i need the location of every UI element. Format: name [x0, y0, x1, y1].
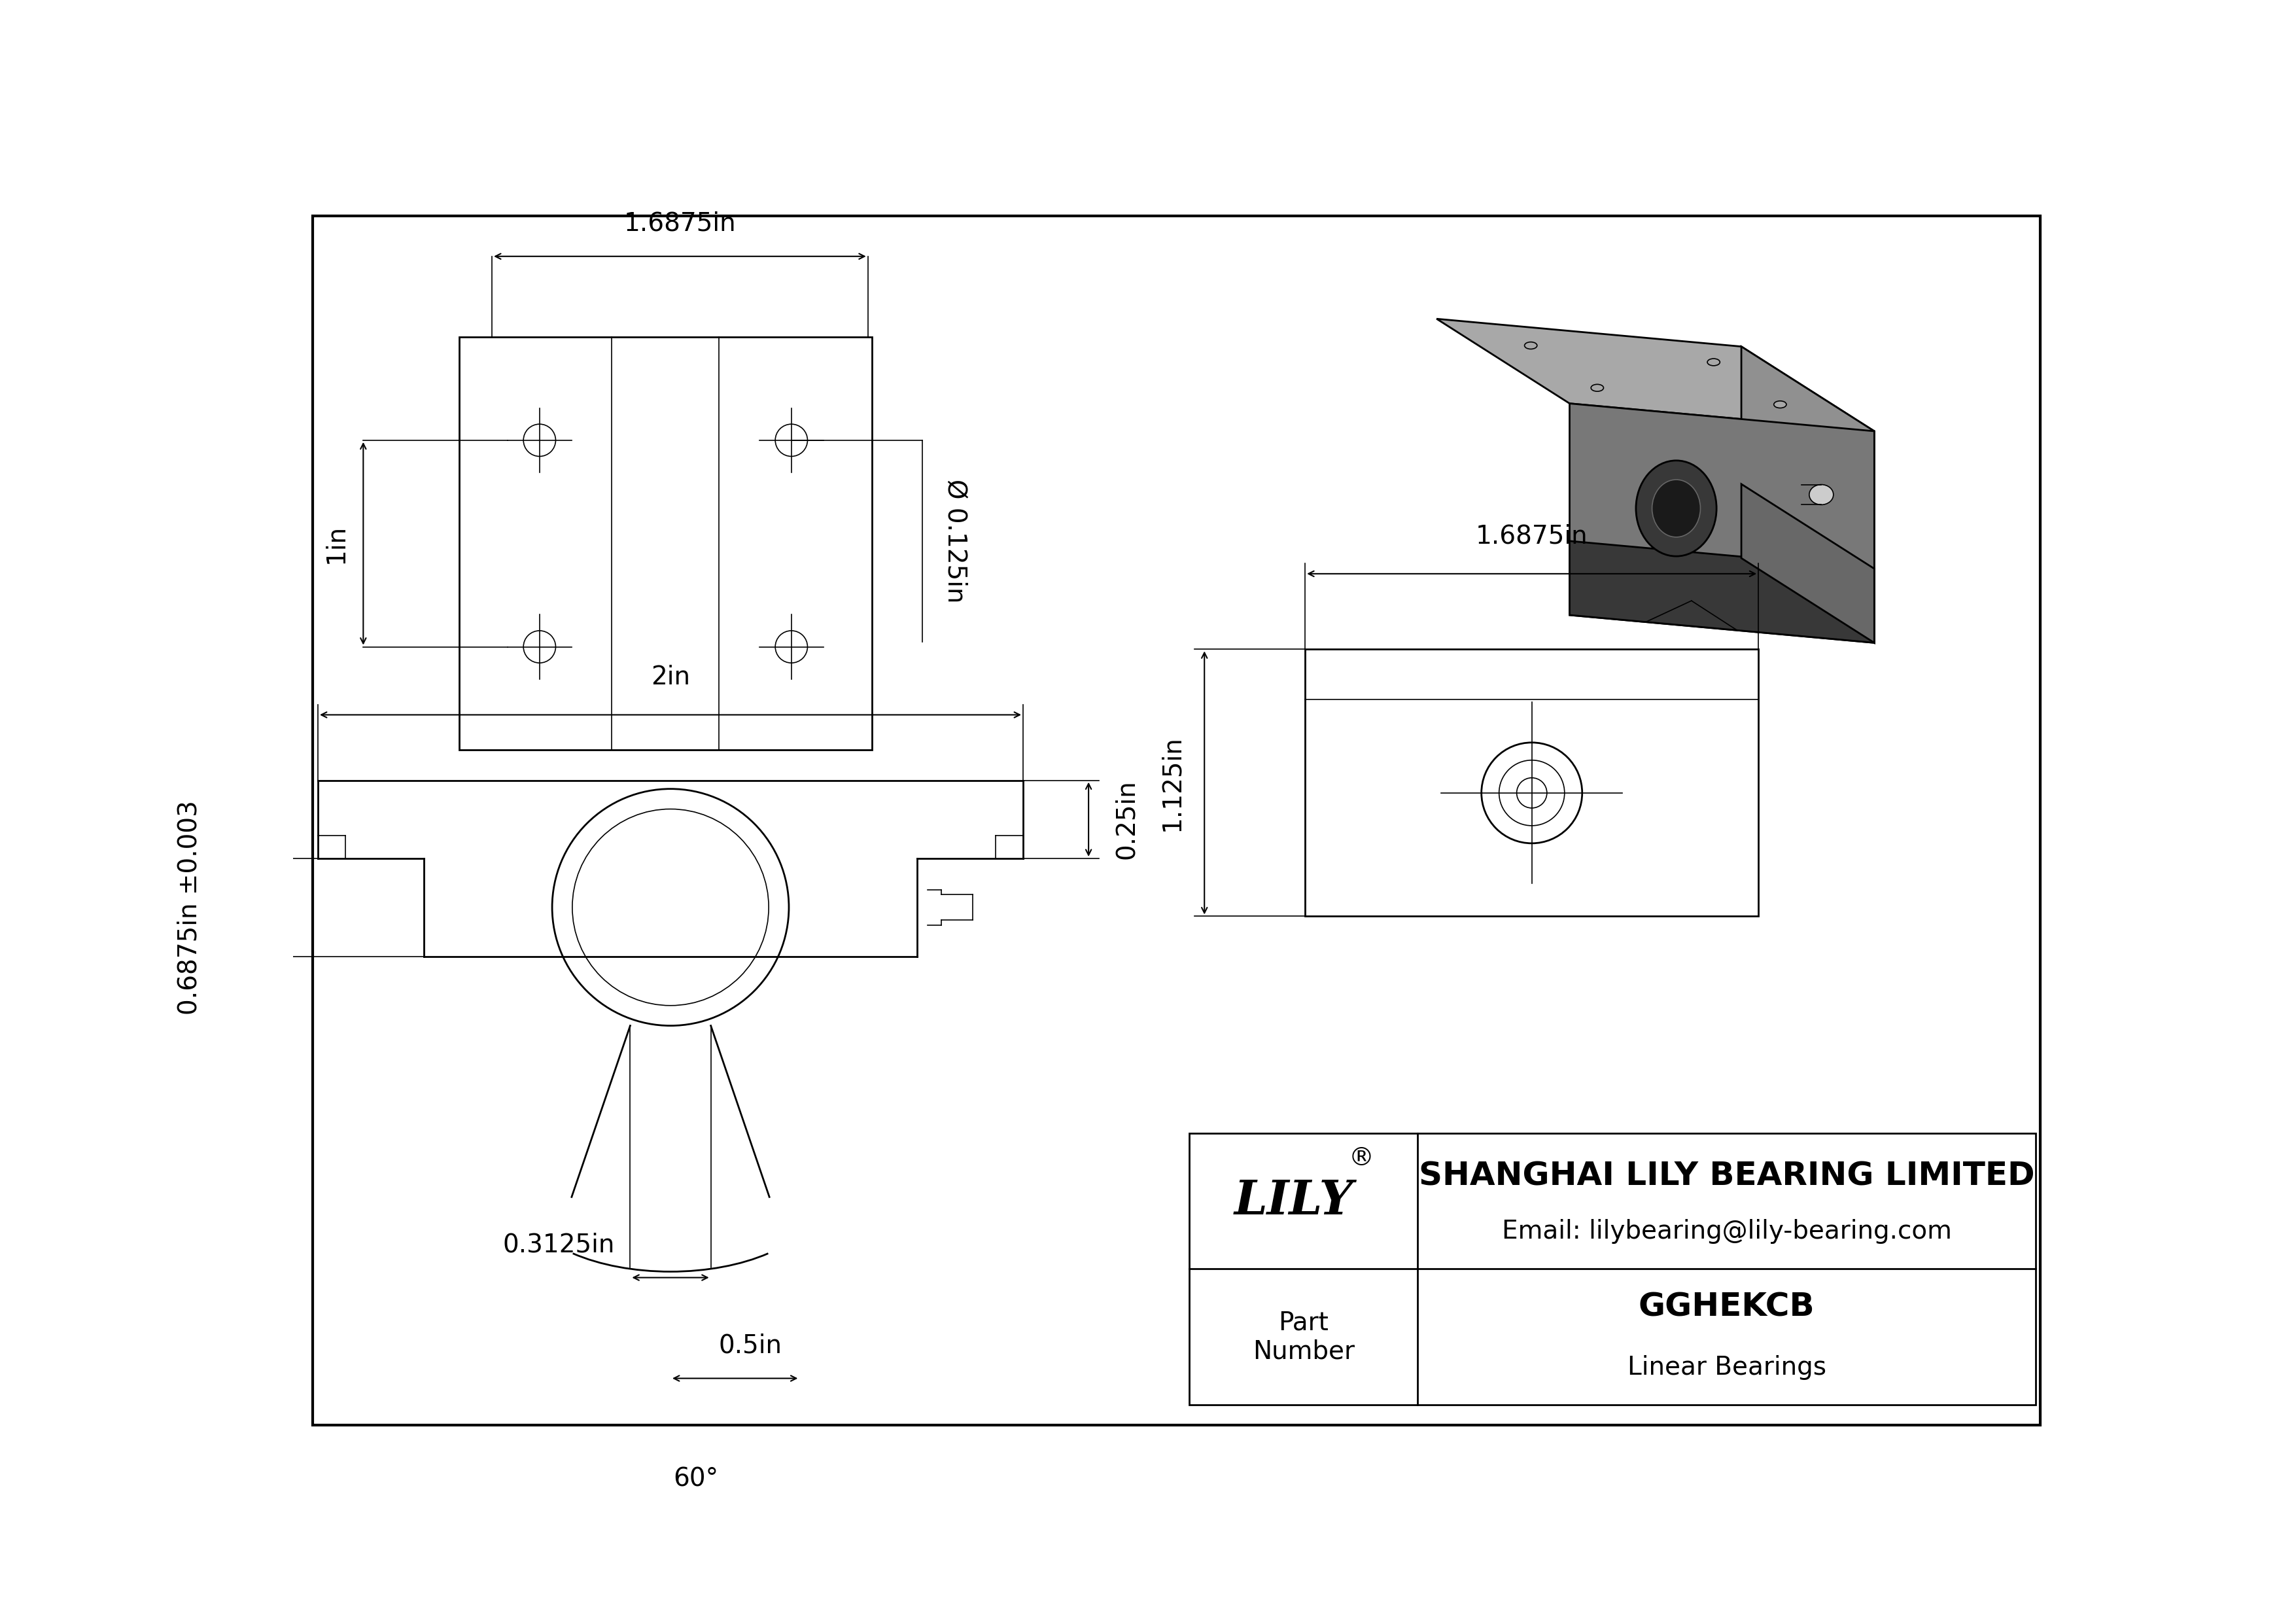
Bar [1189, 1134, 2037, 1405]
Circle shape [572, 809, 769, 1005]
Polygon shape [1570, 541, 1874, 643]
Ellipse shape [1809, 484, 1835, 505]
Text: ®: ® [1348, 1147, 1375, 1171]
Text: 0.6875in ±0.003: 0.6875in ±0.003 [177, 801, 202, 1015]
Text: GGHEKCB: GGHEKCB [1639, 1291, 1814, 1322]
Text: LILY: LILY [1233, 1177, 1352, 1224]
Ellipse shape [1708, 359, 1720, 365]
Ellipse shape [1591, 385, 1603, 391]
Ellipse shape [1637, 461, 1717, 557]
Polygon shape [1570, 403, 1874, 643]
Circle shape [551, 789, 790, 1026]
Text: Email: lilybearing@lily-bearing.com: Email: lilybearing@lily-bearing.com [1502, 1218, 1952, 1244]
Text: Ø 0.125in: Ø 0.125in [941, 479, 967, 603]
Text: 2in: 2in [650, 664, 691, 690]
Text: Linear Bearings: Linear Bearings [1628, 1354, 1825, 1380]
Text: 1.125in: 1.125in [1159, 734, 1185, 831]
Polygon shape [1437, 318, 1874, 430]
Ellipse shape [1525, 343, 1536, 349]
Text: 0.25in: 0.25in [1114, 780, 1139, 859]
Text: 0.5in: 0.5in [719, 1333, 783, 1358]
Circle shape [1518, 778, 1548, 809]
Text: 1in: 1in [324, 525, 349, 564]
Text: 60°: 60° [673, 1466, 719, 1491]
Bar [459, 336, 872, 750]
Polygon shape [1740, 346, 1874, 643]
Circle shape [523, 630, 556, 663]
Circle shape [776, 424, 808, 456]
Bar [1304, 650, 1759, 916]
Text: SHANGHAI LILY BEARING LIMITED: SHANGHAI LILY BEARING LIMITED [1419, 1160, 2034, 1192]
Circle shape [1481, 742, 1582, 843]
Text: 1.6875in: 1.6875in [625, 211, 737, 235]
Circle shape [776, 630, 808, 663]
Polygon shape [1740, 484, 1874, 643]
Text: Part
Number: Part Number [1254, 1311, 1355, 1364]
Circle shape [523, 424, 556, 456]
Text: 0.3125in: 0.3125in [503, 1233, 615, 1257]
Ellipse shape [1775, 401, 1786, 408]
Text: 1.6875in: 1.6875in [1476, 523, 1589, 549]
Ellipse shape [1653, 479, 1701, 538]
Circle shape [1499, 760, 1564, 825]
